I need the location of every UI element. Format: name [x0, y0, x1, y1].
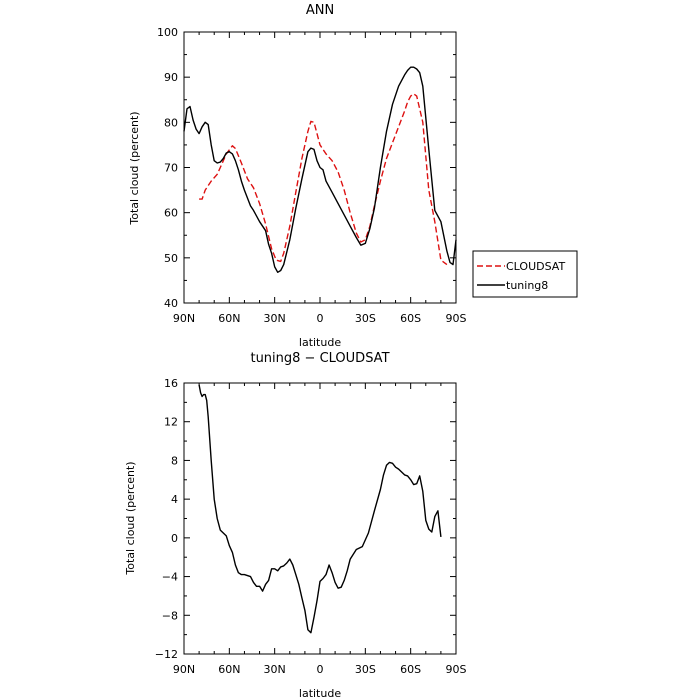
- bottom-x-tick-label: 90N: [173, 663, 195, 676]
- legend-box: [472, 250, 578, 298]
- top-series-line-cloudsat: [199, 93, 448, 266]
- bottom-y-tick-label: −4: [162, 571, 178, 584]
- top-y-tick-label: 70: [164, 162, 178, 175]
- bottom-chart-title: tuning8 − CLOUDSAT: [250, 351, 389, 366]
- bottom-y-tick-label: 4: [171, 493, 178, 506]
- top-y-tick-label: 40: [164, 297, 178, 310]
- bottom-x-tick-label: 90S: [446, 663, 467, 676]
- bottom-x-tick-label: 30N: [264, 663, 286, 676]
- bottom-x-axis-label: latitude: [299, 687, 341, 700]
- top-y-tick-label: 100: [157, 26, 178, 39]
- bottom-y-tick-label: 12: [164, 416, 178, 429]
- panel-bottom-chart: tuning8 − CLOUDSAT 90N 60N 30N 0 30S 60S 90S −1…: [124, 351, 467, 700]
- bottom-x-tick-label: 60S: [400, 663, 421, 676]
- top-plot-area: 90N 60N 30N 0 30S 60S 90S 40 50 60 70 80 90 100: [157, 26, 467, 325]
- bottom-y-tick-label: 8: [171, 454, 178, 467]
- top-series-line-tuning8: [183, 66, 457, 273]
- top-y-axis-label: Total cloud (percent): [128, 111, 141, 225]
- bottom-x-tick-label: 60N: [218, 663, 240, 676]
- top-y-tick-label: 60: [164, 207, 178, 220]
- bottom-y-tick-label: −12: [155, 648, 178, 661]
- bottom-y-tick-label: 0: [171, 532, 178, 545]
- top-x-tick-label: 90S: [446, 312, 467, 325]
- bottom-y-axis-label: Total cloud (percent): [124, 461, 137, 575]
- panel-top-chart: ANN 90N 60N 30N 0 30S 60S 90S 40 50 60 70 80 90 100 l…: [128, 3, 578, 349]
- legend-label-cloudsat: CLOUDSAT: [506, 260, 565, 273]
- bottom-x-tick-label: 0: [317, 663, 324, 676]
- top-x-tick-label: 60S: [400, 312, 421, 325]
- top-x-tick-label: 0: [317, 312, 324, 325]
- bottom-plot-area: 90N 60N 30N 0 30S 60S 90S −12 −8 −4 0 4 8 12 16: [155, 377, 467, 676]
- top-y-tick-label: 80: [164, 116, 178, 129]
- bottom-plot-frame: [183, 382, 457, 655]
- top-y-tick-label: 50: [164, 252, 178, 265]
- bottom-x-tick-label: 30S: [355, 663, 376, 676]
- legend: CLOUDSAT tuning8: [472, 250, 578, 298]
- bottom-y-tick-label: 16: [164, 377, 178, 390]
- top-x-tick-label: 60N: [218, 312, 240, 325]
- top-y-tick-label: 90: [164, 71, 178, 84]
- bottom-series-line-difference: [198, 384, 442, 634]
- top-x-tick-label: 90N: [173, 312, 195, 325]
- top-x-tick-label: 30N: [264, 312, 286, 325]
- top-x-tick-label: 30S: [355, 312, 376, 325]
- legend-label-tuning8: tuning8: [506, 279, 548, 292]
- top-chart-title: ANN: [306, 3, 334, 18]
- bottom-y-tick-label: −8: [162, 609, 178, 622]
- top-x-axis-label: latitude: [299, 336, 341, 349]
